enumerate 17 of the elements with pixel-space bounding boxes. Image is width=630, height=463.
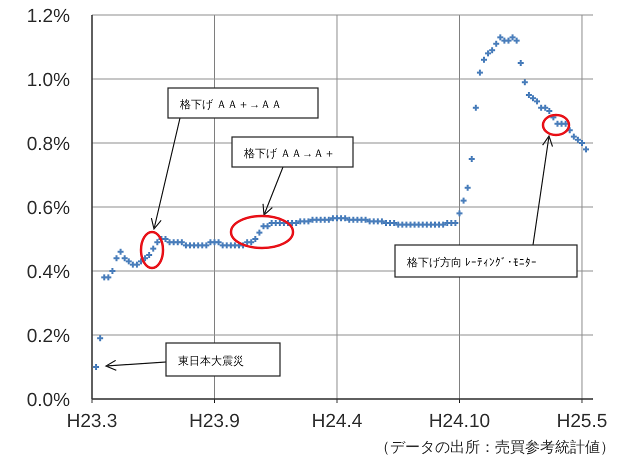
x-tick-label: H24.10 xyxy=(428,411,490,432)
y-tick-label: 1.2% xyxy=(26,6,70,27)
x-tick-label: H25.5 xyxy=(556,411,608,432)
text: （データの出所：売買参考統計値） xyxy=(375,439,615,456)
annotation: 格下げ方向 ﾚｰﾃｨﾝｸﾞ･ﾓﾆﾀｰ xyxy=(406,256,538,269)
x-tick-label: H23.3 xyxy=(66,411,118,432)
y-tick-label: 0.6% xyxy=(26,198,70,219)
annotation: 格下げ ＡＡ＋→ＡＡ xyxy=(179,99,282,111)
y-tick-label: 0.0% xyxy=(26,390,70,411)
y-tick-label: 1.0% xyxy=(26,70,70,91)
x-tick-label: H24.4 xyxy=(312,411,363,432)
annotation: 東日本大震災 xyxy=(178,354,244,368)
y-tick-label: 0.2% xyxy=(26,326,70,347)
annotation: 格下げ ＡＡ→Ａ＋ xyxy=(243,148,336,160)
y-tick-label: 0.8% xyxy=(26,134,70,155)
x-tick-label: H23.9 xyxy=(189,411,240,432)
y-tick-label: 0.4% xyxy=(26,262,70,283)
